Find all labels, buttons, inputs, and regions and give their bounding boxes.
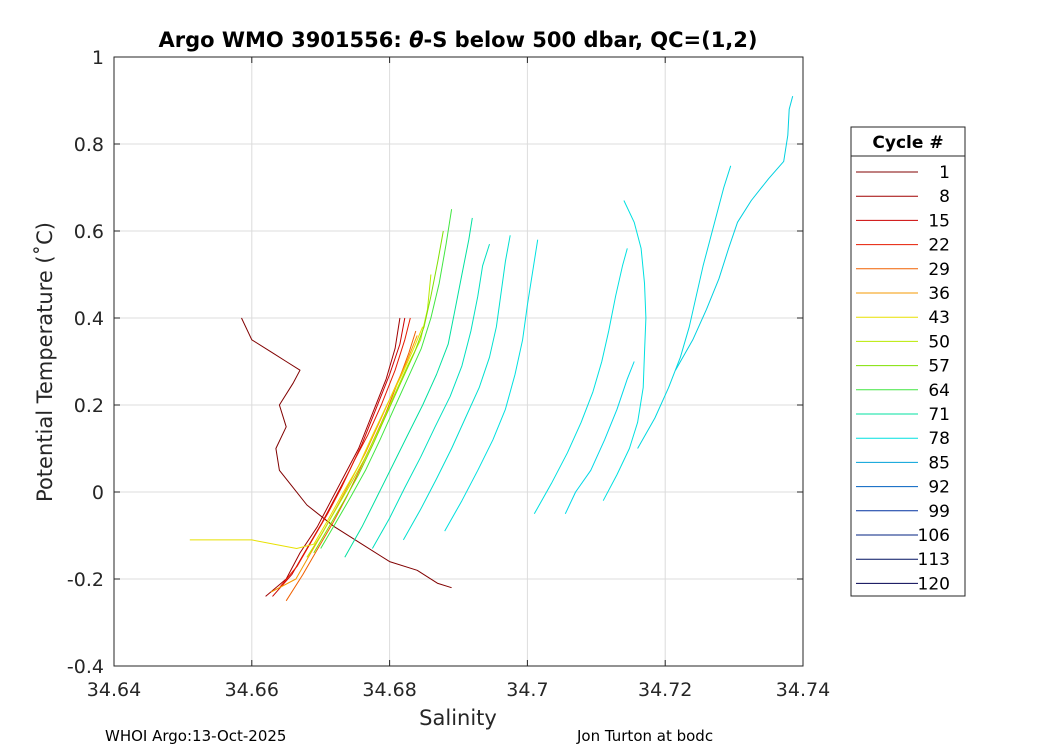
y-tick-label: -0.2: [67, 569, 104, 591]
y-tick-label: 0.8: [74, 134, 104, 156]
legend-label: 57: [928, 357, 950, 377]
legend-label: 85: [928, 453, 950, 473]
legend-label: 113: [918, 550, 950, 570]
legend-label: 120: [918, 574, 950, 594]
legend-label: 50: [928, 332, 950, 352]
y-tick-label: 0: [92, 482, 104, 504]
y-tick-label: 0.2: [74, 395, 104, 417]
y-tick-label: 1: [92, 47, 104, 69]
legend-label: 92: [928, 478, 950, 498]
legend-label: 36: [928, 284, 950, 304]
legend-label: 1: [939, 163, 950, 183]
axis-ticks: 34.64 34.66 34.68 34.7 34.72 34.74 -0.4 -0.2 0 0.…: [67, 47, 830, 701]
y-tick-label: 0.4: [74, 308, 104, 330]
legend-label: 71: [928, 405, 950, 425]
legend-label: 29: [928, 260, 950, 280]
y-tick-label: 0.6: [74, 221, 104, 243]
legend-label: 15: [928, 211, 950, 231]
y-axis-label: Potential Temperature (˚C): [33, 222, 57, 502]
legend-label: 99: [928, 502, 950, 522]
legend-label: 8: [939, 187, 950, 207]
series-line: [637, 165, 732, 449]
legend-items: 1 8 15 22 29 36 43 50 57 64 71 78 85 92 99 106 113 120: [856, 163, 950, 594]
x-axis-label: Salinity: [419, 706, 497, 730]
chart-title-theta: θ: [409, 28, 423, 52]
x-tick-label: 34.74: [776, 679, 830, 701]
series-line: [313, 230, 444, 554]
y-tick-label: -0.4: [67, 656, 104, 678]
chart-title-prefix: Argo WMO 3901556:: [158, 28, 409, 52]
series-line: [241, 317, 452, 589]
legend-box: [850, 126, 966, 597]
plot-area: [114, 57, 803, 666]
legend: Cycle # 18152229364350576471788592991061…: [850, 126, 966, 597]
legend-title: Cycle #: [872, 133, 943, 153]
x-tick-label: 34.64: [87, 679, 141, 701]
series-line: [533, 248, 628, 515]
legend-label: 106: [918, 526, 950, 546]
series-line: [189, 326, 424, 549]
x-tick-label: 34.68: [362, 679, 416, 701]
chart-title: Argo WMO 3901556: θ-S below 500 dbar, QC…: [158, 28, 757, 52]
series-line: [444, 239, 539, 532]
series-line: [344, 217, 473, 558]
series-line: [265, 317, 401, 597]
series-line: [402, 235, 511, 541]
footer-left: WHOI Argo:13-Oct-2025: [105, 727, 286, 745]
series-line: [602, 200, 647, 501]
plot-frame: [113, 56, 804, 667]
series-line: [675, 95, 794, 371]
series-line: [320, 209, 453, 549]
legend-label: 22: [928, 236, 950, 256]
series-line: [279, 317, 411, 589]
series-line: [564, 361, 635, 515]
x-tick-label: 34.72: [638, 679, 692, 701]
legend-label: 43: [928, 308, 950, 328]
legend-label: 64: [928, 381, 950, 401]
x-tick-label: 34.66: [225, 679, 279, 701]
chart-title-suffix: -S below 500 dbar, QC=(1,2): [424, 28, 758, 52]
series-line: [371, 243, 490, 549]
data-series: [189, 95, 794, 602]
x-tick-label: 34.7: [506, 679, 548, 701]
legend-label: 78: [928, 429, 950, 449]
footer-right: Jon Turton at bodc: [576, 727, 713, 745]
series-line: [270, 335, 418, 593]
